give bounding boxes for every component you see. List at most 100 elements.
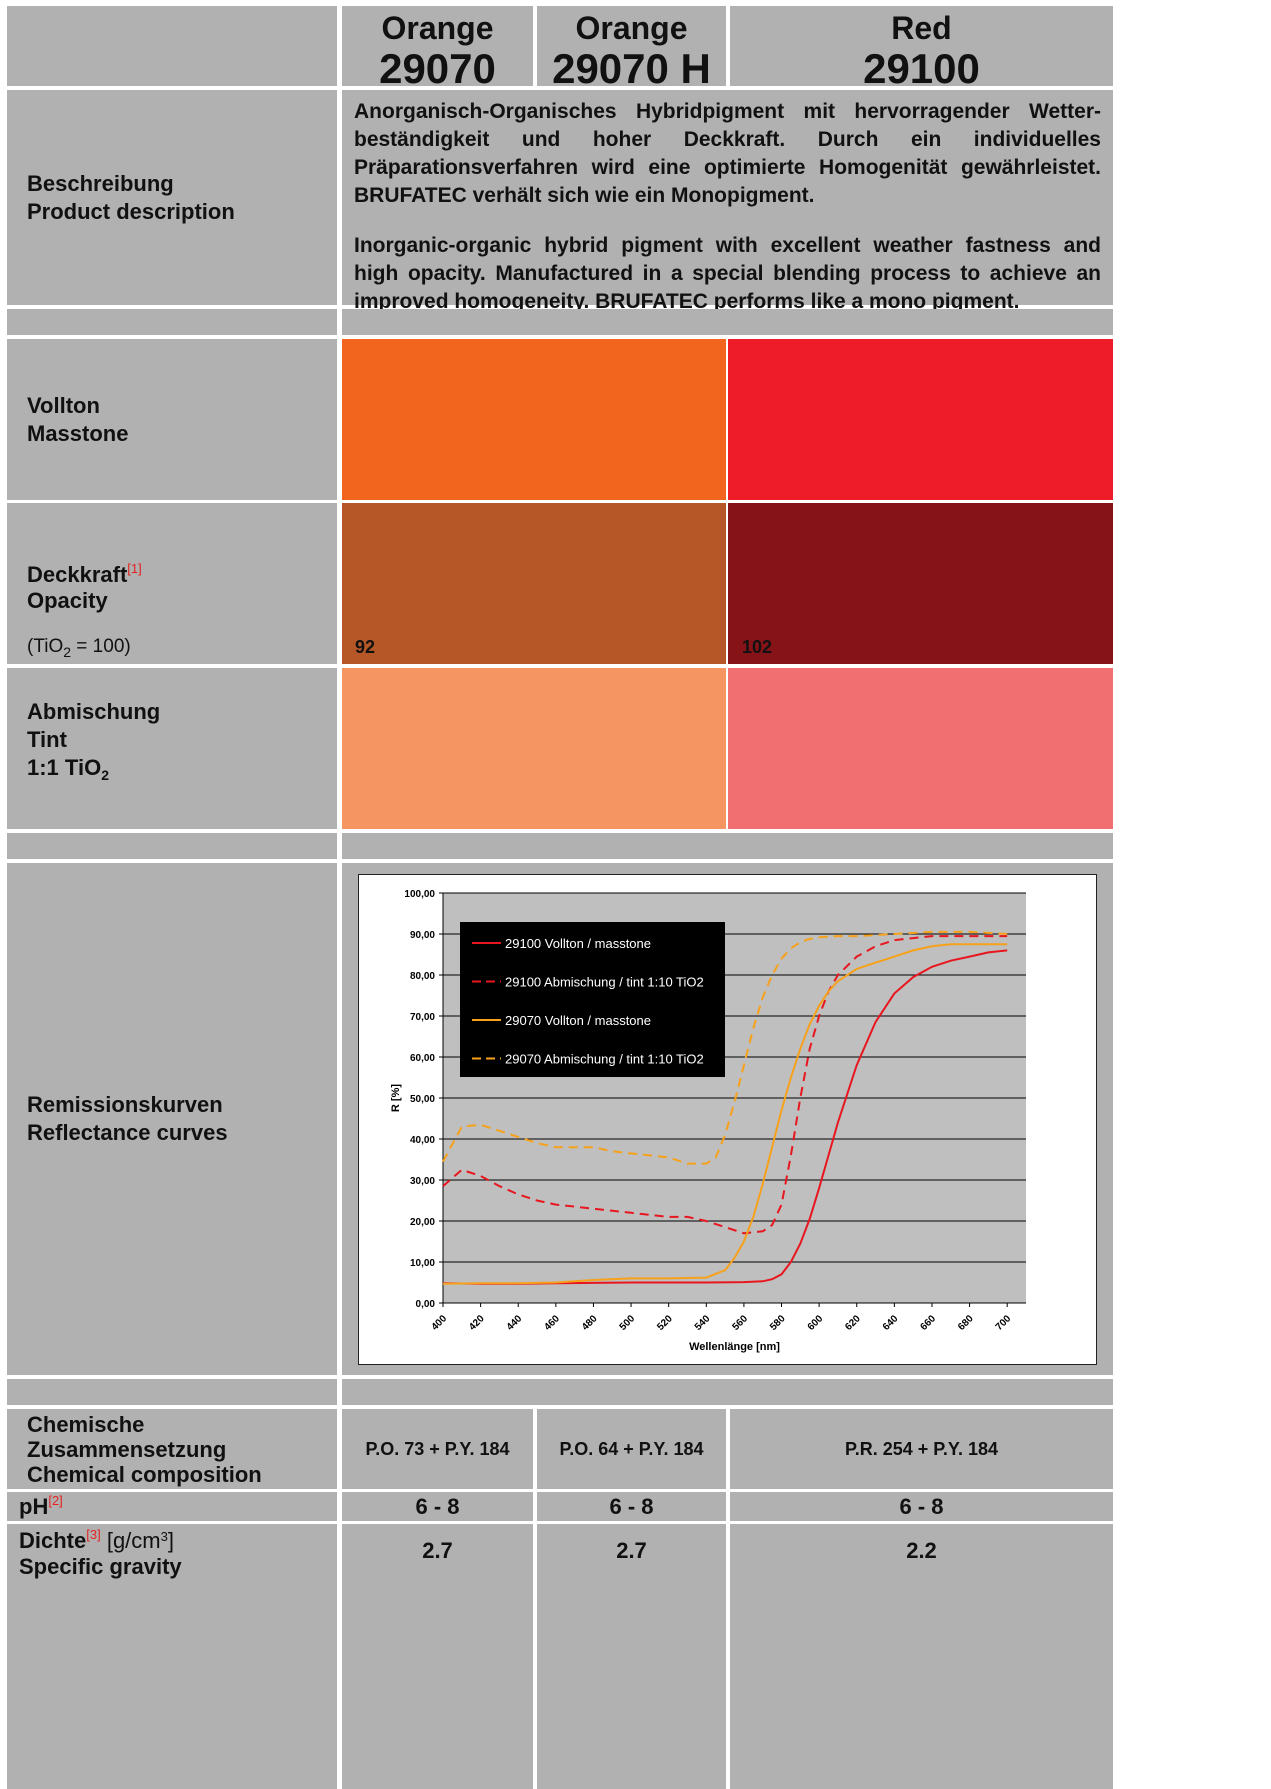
opacity-swatch-orange: 92: [342, 503, 726, 664]
description-label-de: Beschreibung: [27, 170, 174, 196]
ph-value-1: 6 - 8: [342, 1492, 533, 1521]
header-blank-cell: [7, 6, 337, 86]
x-tick-label: 520: [655, 1313, 675, 1333]
y-tick-label: 20,00: [410, 1217, 435, 1228]
spacer-row-3-right: [342, 1379, 1113, 1405]
reflectance-label-en: Reflectance curves: [27, 1120, 228, 1145]
tint-ratio: 1:1 TiO2: [27, 755, 109, 783]
legend-label-2: 29100 Abmischung / tint 1:10 TiO2: [505, 975, 704, 990]
product-2-name: Orange: [575, 10, 688, 46]
series-line-4: [442, 930, 1008, 1165]
x-tick-label: 620: [843, 1313, 863, 1333]
y-tick-label: 40,00: [410, 1135, 435, 1146]
reflectance-label-de: Remissionskurven: [27, 1092, 223, 1117]
series-line-2: [442, 935, 1008, 1235]
x-tick-label: 540: [693, 1313, 713, 1333]
y-tick-label: 70,00: [410, 1012, 435, 1023]
product-3-name: Red: [891, 10, 952, 46]
y-tick-label: 10,00: [410, 1258, 435, 1269]
spacer-row-2-right: [342, 833, 1113, 859]
composition-value-2: P.O. 64 + P.Y. 184: [537, 1409, 726, 1489]
x-tick-label: 400: [430, 1313, 450, 1333]
masstone-swatch-orange: [342, 339, 726, 500]
y-tick-label: 100,00: [404, 889, 435, 900]
tint-swatch-orange: [342, 668, 726, 829]
opacity-label-cell: Deckkraft[1] Opacity (TiO2 = 100): [7, 503, 337, 664]
ph-value-2: 6 - 8: [537, 1492, 726, 1521]
y-tick-label: 90,00: [410, 930, 435, 941]
series-line-1: [442, 949, 1008, 1285]
density-label-cell: Dichte[3] [g/cm3] Specific gravity: [7, 1524, 337, 1789]
masstone-label-cell: Vollton Masstone: [7, 339, 337, 500]
y-tick-label: 80,00: [410, 971, 435, 982]
tint-label-de: Abmischung: [27, 699, 161, 724]
series-line-3: [442, 943, 1008, 1285]
x-tick-label: 640: [881, 1313, 901, 1333]
ph-label: pH[2]: [19, 1493, 63, 1519]
header-product-1: Orange 29070: [342, 6, 533, 92]
y-axis-title: R [%]: [390, 1084, 402, 1112]
spacer-row-left: [7, 309, 337, 335]
product-1-number: 29070: [379, 45, 496, 92]
opacity-footnote: [1]: [127, 561, 142, 576]
description-label-en: Product description: [27, 198, 235, 224]
y-tick-label: 0,00: [416, 1299, 436, 1310]
x-tick-label: 660: [919, 1313, 939, 1333]
density-footnote: [3]: [86, 1527, 101, 1542]
opacity-swatch-red: 102: [728, 503, 1113, 664]
spacer-row-right: [342, 309, 1113, 335]
reflectance-chart-frame: 0,00 10,00 20,00 30,00 40,00 50,00 60,00 70,00 8…: [358, 874, 1097, 1365]
y-tick-label: 30,00: [410, 1176, 435, 1187]
legend-label-3: 29070 Vollton / masstone: [505, 1013, 651, 1028]
opacity-label-en: Opacity: [27, 588, 108, 613]
opacity-value-red: 102: [742, 637, 773, 657]
x-tick-label: 560: [730, 1313, 750, 1333]
opacity-value-orange: 92: [355, 637, 376, 657]
composition-label-3: Chemical composition: [27, 1461, 262, 1487]
y-tick-label: 60,00: [410, 1053, 435, 1064]
x-tick-label: 500: [618, 1313, 638, 1333]
composition-label-2: Zusammensetzung: [27, 1436, 227, 1462]
tint-label-en: Tint: [27, 727, 67, 752]
y-tick-label: 50,00: [410, 1094, 435, 1105]
composition-value-1: P.O. 73 + P.Y. 184: [342, 1409, 533, 1489]
composition-label-1: Chemische: [27, 1411, 145, 1437]
composition-label-cell: Chemische Zusammensetzung Chemical compo…: [7, 1409, 337, 1489]
density-value-3: 2.2: [730, 1524, 1113, 1789]
masstone-swatch-red: [728, 339, 1113, 500]
spacer-row-3-left: [7, 1379, 337, 1405]
x-axis-title: Wellenlänge [nm]: [689, 1341, 780, 1353]
x-tick-label: 420: [467, 1313, 487, 1333]
density-label: Dichte[3] [g/cm3]: [19, 1527, 174, 1553]
density-value-2: 2.7: [537, 1524, 726, 1789]
ph-label-cell: pH[2]: [7, 1492, 337, 1521]
x-tick-label: 460: [542, 1313, 562, 1333]
tint-swatch-red: [728, 668, 1113, 829]
legend-label-4: 29070 Abmischung / tint 1:10 TiO2: [505, 1052, 704, 1067]
tint-label-cell: Abmischung Tint 1:1 TiO2: [7, 668, 337, 829]
legend-label-1: 29100 Vollton / masstone: [505, 936, 651, 951]
product-1-name: Orange: [381, 10, 494, 46]
product-3-number: 29100: [863, 45, 980, 92]
spacer-row-2-left: [7, 833, 337, 859]
description-text-en: Inorganic-organic hybrid pigment with ex…: [354, 234, 1101, 313]
density-label-en: Specific gravity: [19, 1554, 182, 1579]
density-value-1: 2.7: [342, 1524, 533, 1789]
product-2-number: 29070 H: [552, 45, 711, 92]
x-tick-label: 580: [768, 1313, 788, 1333]
masstone-label-de: Vollton: [27, 392, 100, 418]
reflectance-chart: 0,00 10,00 20,00 30,00 40,00 50,00 60,00 70,00 8…: [390, 889, 1026, 1353]
header-product-2: Orange 29070 H: [537, 6, 726, 92]
header-product-3: Red 29100: [730, 6, 1113, 92]
x-tick-label: 440: [505, 1313, 525, 1333]
opacity-reference: (TiO2 = 100): [27, 636, 131, 660]
x-tick-label: 480: [580, 1313, 600, 1333]
ph-footnote: [2]: [48, 1493, 63, 1508]
description-text-cell: Anorganisch-Organisches Hybridpigment mi…: [342, 90, 1113, 313]
reflectance-label-cell: Remissionskurven Reflectance curves: [7, 863, 337, 1375]
reflectance-chart-cell: 0,00 10,00 20,00 30,00 40,00 50,00 60,00 70,00 8…: [342, 863, 1113, 1375]
opacity-label-de: Deckkraft[1]: [27, 561, 142, 587]
masstone-label-en: Masstone: [27, 420, 129, 446]
composition-value-3: P.R. 254 + P.Y. 184: [730, 1409, 1113, 1489]
